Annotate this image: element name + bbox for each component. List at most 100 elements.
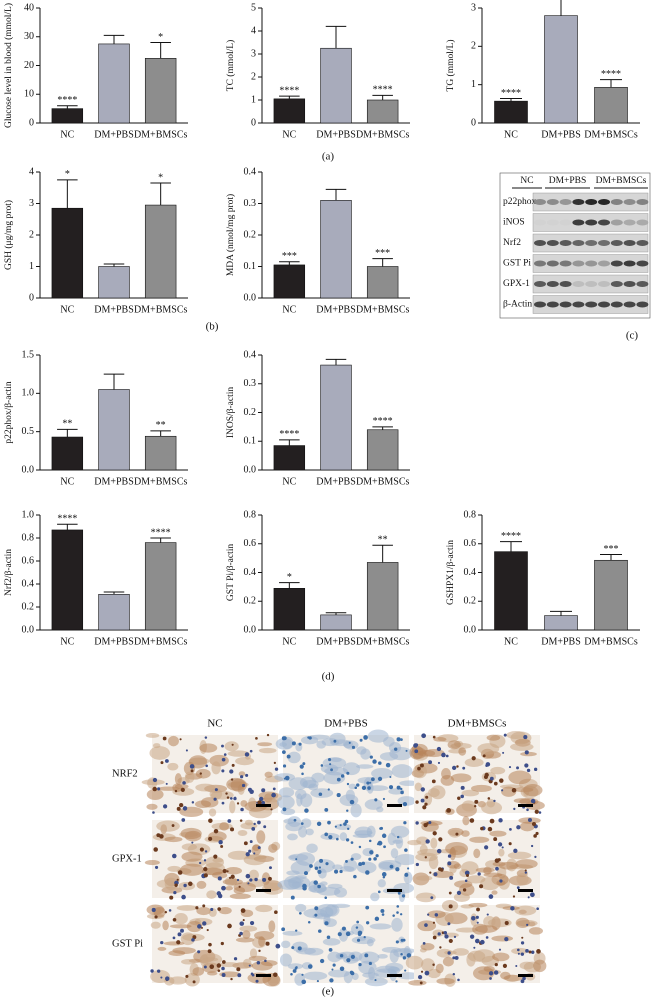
nucleus [536, 949, 541, 954]
tissue-cell [186, 920, 203, 933]
nucleus [282, 750, 286, 755]
nucleus [249, 840, 253, 844]
nucleus [177, 870, 183, 875]
blot-band [610, 281, 623, 287]
tissue-cell [295, 874, 307, 880]
y-tick-label: 1 [29, 261, 34, 272]
nucleus [531, 950, 535, 954]
nucleus [356, 783, 360, 787]
nucleus [469, 818, 475, 823]
nucleus [437, 932, 441, 936]
tissue-cell [211, 761, 221, 775]
nucleus [501, 846, 504, 849]
nucleus [452, 956, 456, 960]
bar [320, 200, 352, 299]
histology-column: DM+BMSCs [448, 718, 507, 730]
tissue-cell [288, 777, 308, 791]
tissue-cell [169, 976, 187, 985]
nucleus [249, 878, 253, 882]
y-tick-label: 10 [24, 89, 34, 100]
nucleus [245, 873, 251, 879]
nucleus [485, 936, 489, 939]
y-tick-label: 0.2 [244, 407, 257, 418]
tissue-cell [416, 875, 433, 881]
nucleus [402, 956, 407, 960]
blot-band [585, 301, 598, 308]
blot-band [559, 199, 572, 205]
tissue-cell [461, 861, 479, 875]
bar [98, 594, 130, 631]
blot-band [559, 281, 572, 287]
nucleus [182, 781, 186, 785]
tissue-cell [219, 962, 240, 968]
nucleus [275, 943, 281, 949]
nucleus [469, 934, 475, 939]
error-bar [372, 258, 393, 267]
tissue-cell [358, 951, 380, 964]
blot-band [585, 199, 598, 205]
nucleus [359, 738, 363, 742]
nucleus [209, 964, 215, 969]
nucleus [447, 922, 451, 926]
nucleus [152, 786, 157, 792]
nucleus [243, 841, 248, 846]
nucleus [439, 868, 444, 872]
nucleus [366, 921, 370, 925]
nucleus [377, 840, 383, 846]
error-bar [57, 179, 78, 209]
histology-image [274, 729, 419, 818]
nucleus [432, 735, 436, 739]
tissue-cell [308, 783, 319, 791]
tissue-cell [399, 780, 419, 787]
bar [366, 562, 399, 631]
nucleus [483, 774, 488, 779]
nucleus [258, 949, 261, 953]
x-tick-label: DM+BMSCs [134, 129, 188, 140]
blot-band [585, 260, 598, 267]
nucleus [250, 972, 254, 976]
tissue-cell [268, 920, 276, 933]
tissue-cell [453, 892, 470, 902]
nucleus [331, 968, 334, 971]
tissue-cell [235, 757, 255, 766]
tissue-cell [487, 918, 512, 928]
nucleus [374, 798, 378, 802]
error-bar [57, 105, 78, 109]
histology-image [277, 816, 418, 903]
nucleus [221, 769, 225, 773]
nucleus [395, 980, 398, 983]
nucleus [462, 888, 467, 892]
nucleus [160, 940, 164, 945]
tissue-cell [157, 946, 167, 951]
nucleus [524, 750, 529, 755]
nucleus [271, 792, 276, 798]
nucleus [428, 820, 432, 825]
bar [366, 429, 399, 471]
tissue-cell [163, 941, 185, 946]
nucleus [282, 736, 287, 741]
tissue-cell [229, 800, 236, 814]
histology-column: NC [207, 718, 222, 730]
nucleus [382, 876, 386, 879]
nucleus [504, 920, 509, 926]
nucleus [498, 948, 502, 951]
nucleus [432, 831, 437, 836]
nucleus [172, 936, 176, 940]
tissue-cell [408, 980, 427, 986]
panel-label: (c) [626, 330, 639, 342]
tissue-cell [416, 836, 429, 845]
nucleus [443, 931, 448, 935]
nucleus [274, 767, 279, 771]
tissue-cell [306, 843, 318, 854]
nucleus [203, 873, 208, 878]
nucleus [297, 946, 302, 951]
nucleus [236, 878, 240, 882]
nucleus [216, 891, 222, 896]
tissue-cell [436, 977, 455, 985]
nucleus [298, 911, 302, 915]
y-tick-label: 0.0 [22, 464, 35, 475]
nucleus [341, 926, 346, 931]
x-tick-label: DM+PBS [94, 636, 134, 647]
nucleus [400, 787, 403, 791]
